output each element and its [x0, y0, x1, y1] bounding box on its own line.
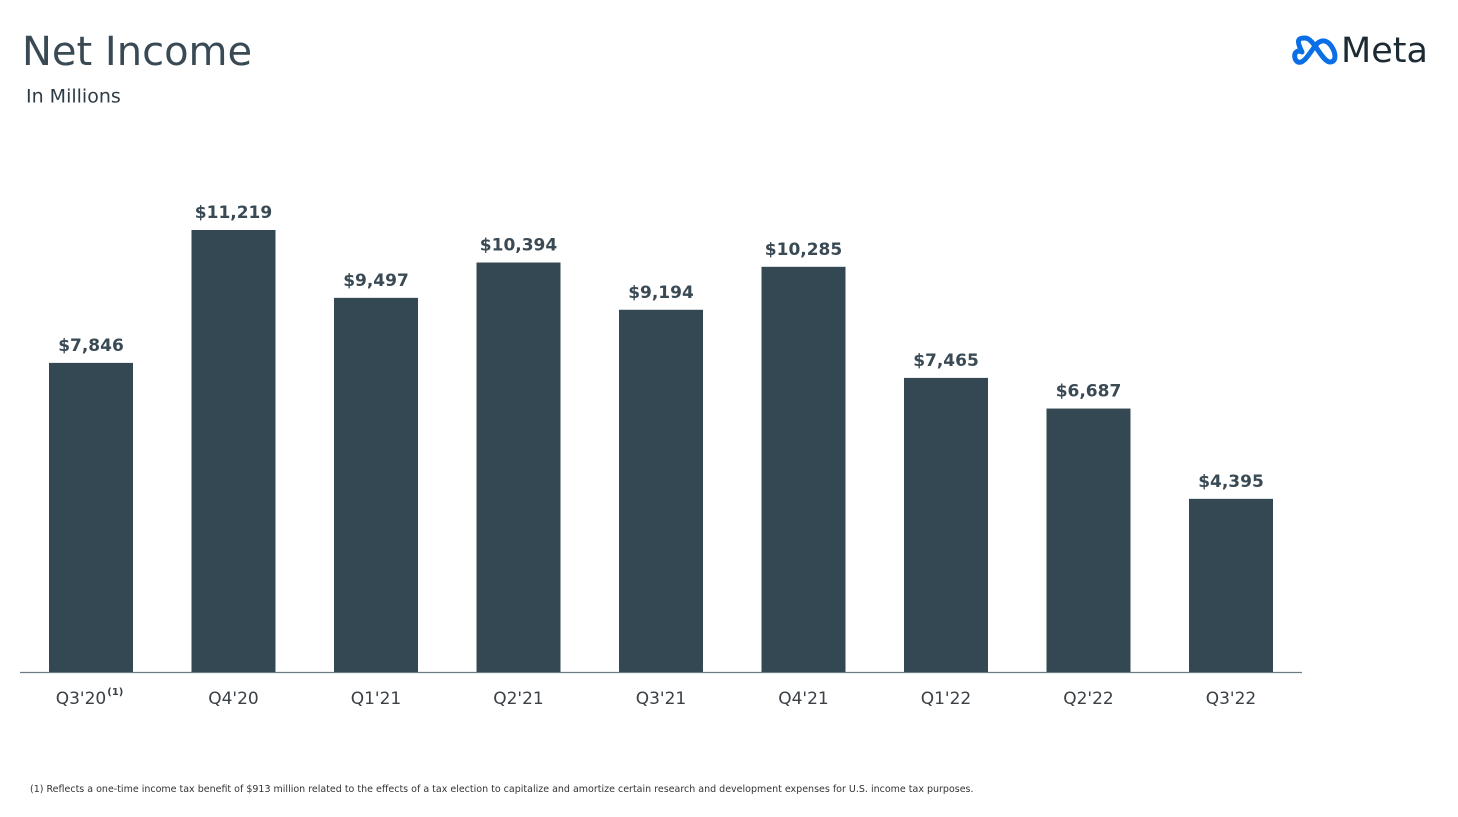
x-tick-label: Q1'21 — [351, 689, 402, 709]
chart-title: Net Income — [22, 29, 252, 75]
chart-subtitle: In Millions — [26, 86, 121, 108]
logo: Meta — [1292, 31, 1428, 71]
footnote-marker: (1) — [30, 784, 43, 795]
value-label: $7,465 — [913, 351, 979, 371]
footnote: (1) Reflects a one-time income tax benef… — [30, 784, 974, 795]
bar — [191, 230, 276, 672]
x-tick-label: Q3'22 — [1206, 689, 1257, 709]
x-tick-label: Q4'21 — [778, 689, 829, 709]
x-tick-label: Q3'20 — [56, 689, 107, 709]
x-tick-label: Q2'22 — [1063, 689, 1114, 709]
value-label: $9,497 — [343, 271, 409, 291]
value-label: $10,394 — [480, 236, 558, 256]
bar — [904, 377, 988, 672]
x-tick-label: Q1'22 — [921, 689, 972, 709]
x-tick-label: Q4'20 — [208, 689, 259, 709]
bar — [761, 266, 846, 672]
logo-icon — [1292, 35, 1338, 65]
value-label: $4,395 — [1198, 472, 1264, 492]
x-tick-label: Q2'21 — [493, 689, 544, 709]
value-label: $11,219 — [195, 203, 272, 223]
footnote-ref: (1) — [107, 687, 123, 698]
bar — [619, 309, 703, 672]
value-label: $9,194 — [628, 283, 694, 303]
value-label: $7,846 — [58, 336, 124, 356]
footnote-text: Reflects a one-time income tax benefit o… — [47, 784, 974, 795]
bar — [1189, 498, 1273, 672]
bar — [49, 362, 133, 672]
value-label: $10,285 — [765, 240, 842, 260]
bar — [334, 297, 418, 672]
bar — [476, 262, 561, 672]
value-label: $6,687 — [1056, 382, 1122, 402]
bar — [1046, 408, 1131, 672]
logo-text: Meta — [1341, 31, 1428, 71]
x-tick-label: Q3'21 — [636, 689, 687, 709]
